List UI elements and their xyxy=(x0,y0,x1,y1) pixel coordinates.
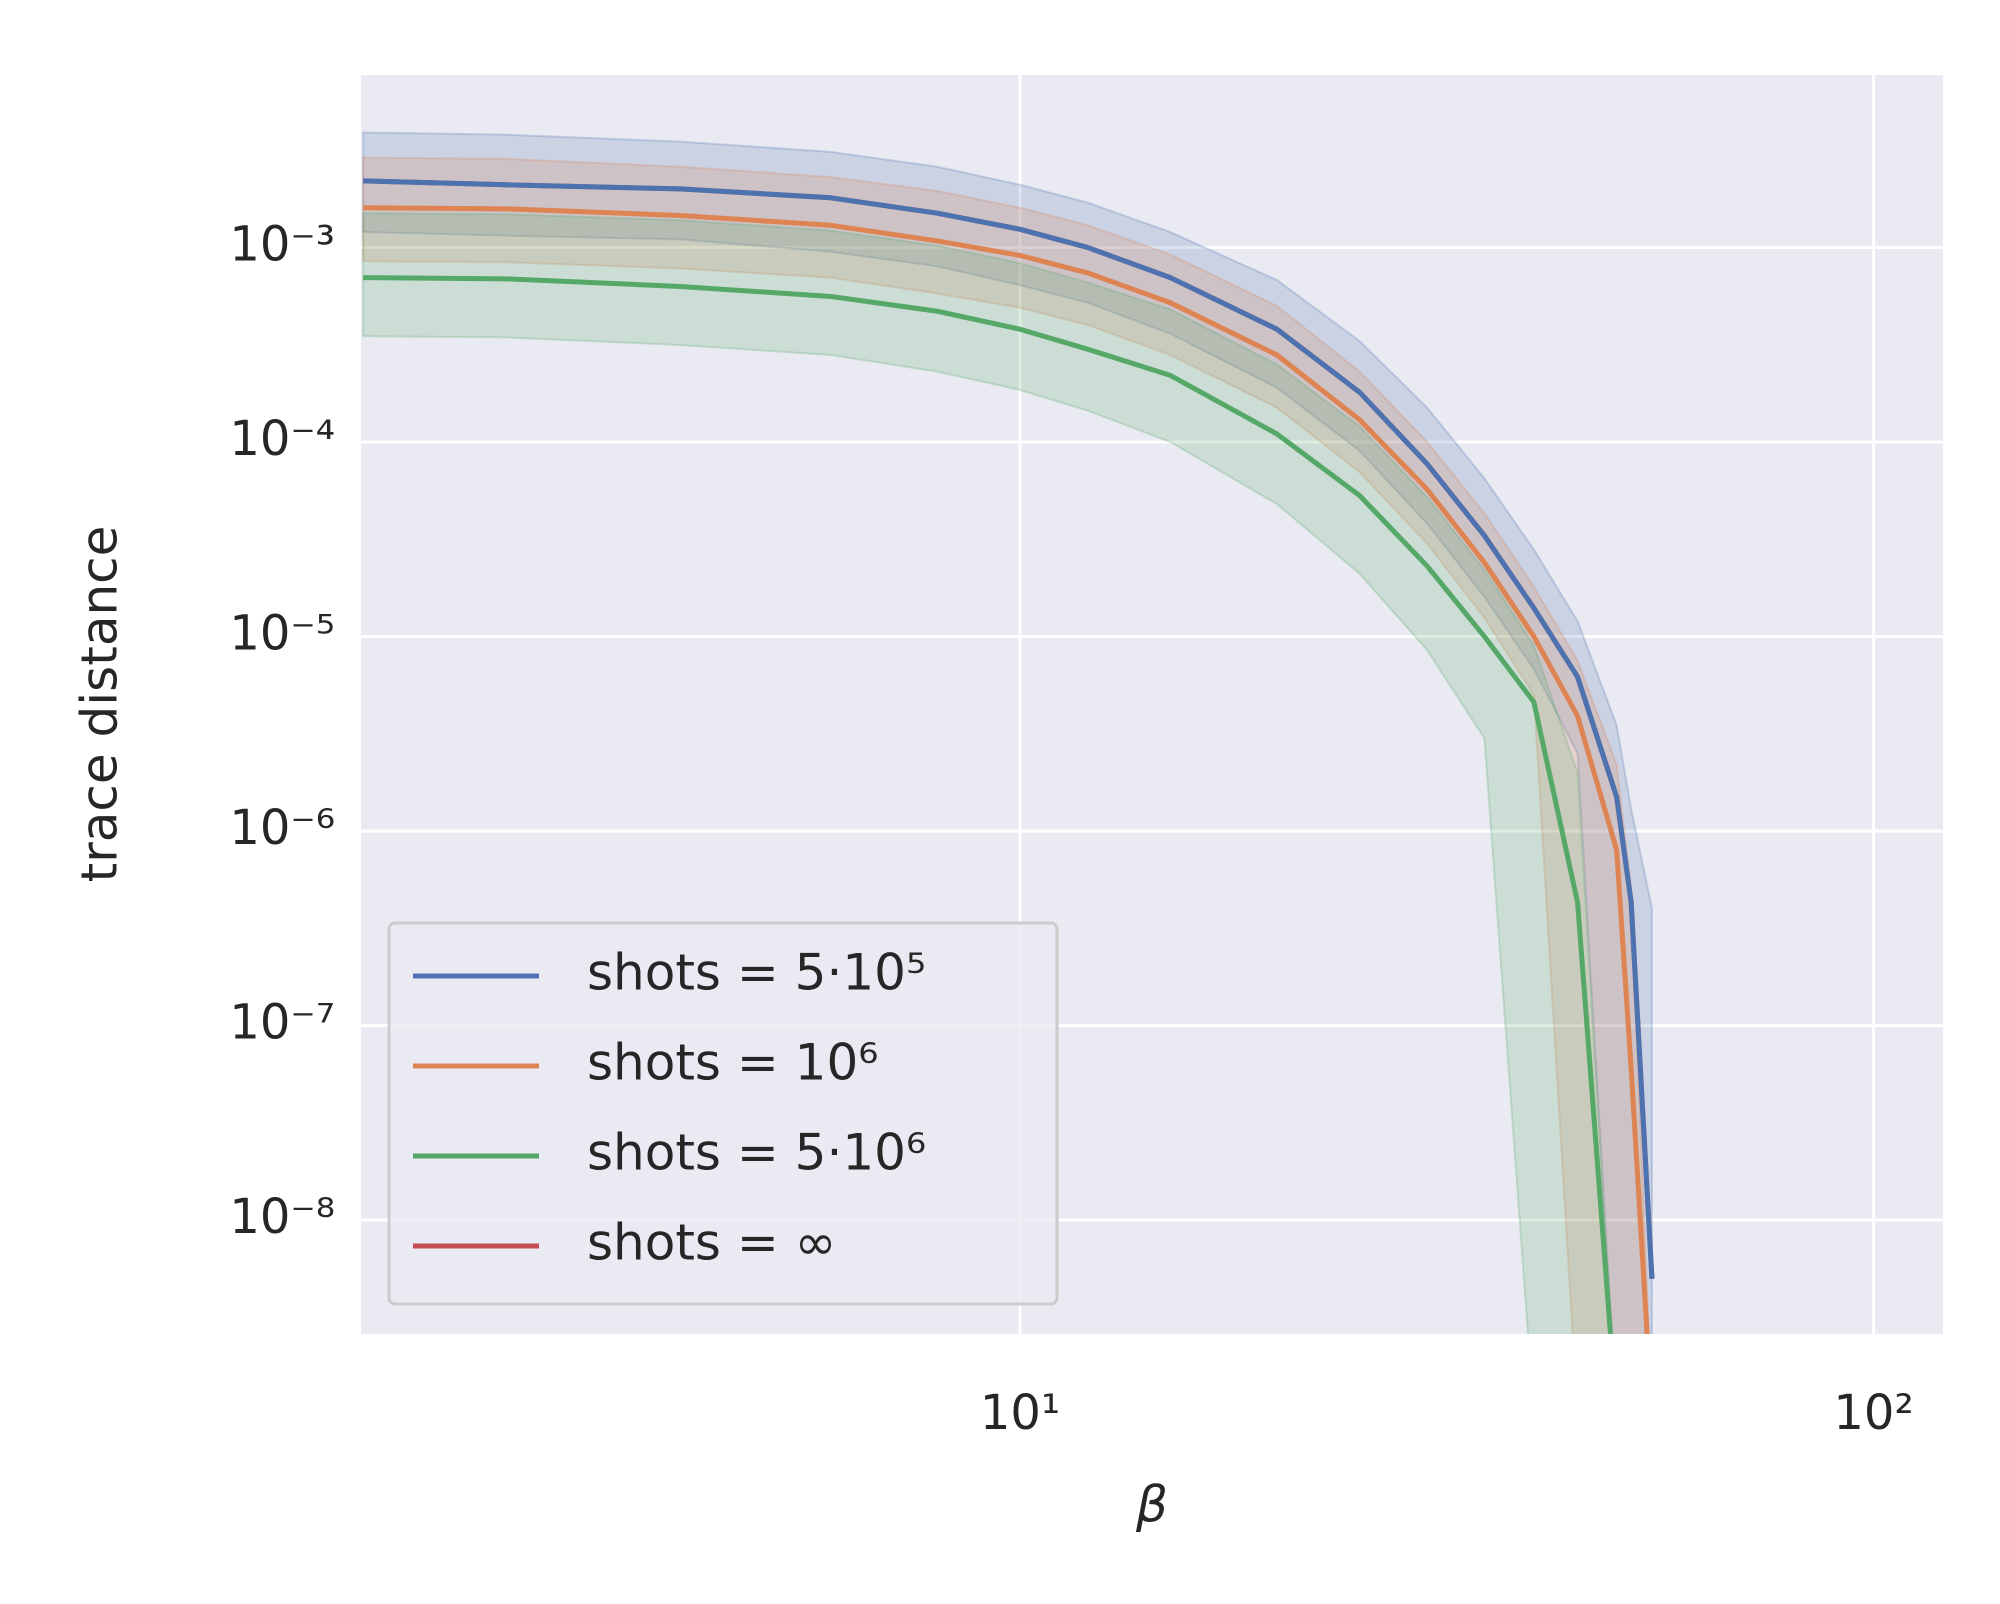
lines xyxy=(363,178,1655,1334)
series-line xyxy=(363,178,1655,1279)
y-tick-label: 10⁻⁶ xyxy=(229,800,335,856)
x-tick-label: 10¹ xyxy=(980,1385,1060,1441)
y-tick-label: 10⁻³ xyxy=(229,216,335,272)
legend-label: shots = 10⁶ xyxy=(587,1034,878,1092)
x-tick-label: 10² xyxy=(1833,1385,1913,1441)
legend-label: shots = 5·10⁶ xyxy=(587,1124,926,1182)
y-tick-label: 10⁻⁷ xyxy=(229,995,335,1051)
series-line xyxy=(363,205,1650,1334)
series-line xyxy=(363,275,1613,1334)
confidence-band xyxy=(362,131,1653,1334)
y-axis-label: trace distance xyxy=(71,526,129,883)
labels: 10⁻⁸ 10⁻⁷ 10⁻⁶ 10⁻⁵ 10⁻⁴ 10⁻³ 10¹ 10² xyxy=(229,216,1913,1441)
legend-label: shots = ∞ xyxy=(587,1214,836,1272)
legend-label: shots = 5·10⁵ xyxy=(587,944,926,1002)
legend: shots = 5·10⁵ shots = 10⁶ shots = 5·10⁶ sho… xyxy=(387,921,1059,1306)
confidence-band xyxy=(362,156,1650,1334)
legend-box xyxy=(387,921,1059,1306)
y-tick-label: 10⁻⁸ xyxy=(229,1189,335,1245)
y-tick-label: 10⁻⁴ xyxy=(229,411,335,467)
confidence-band xyxy=(362,212,1613,1334)
bands xyxy=(362,131,1653,1334)
x-axis-label: β xyxy=(1135,1476,1168,1534)
y-tick-label: 10⁻⁵ xyxy=(229,606,335,662)
